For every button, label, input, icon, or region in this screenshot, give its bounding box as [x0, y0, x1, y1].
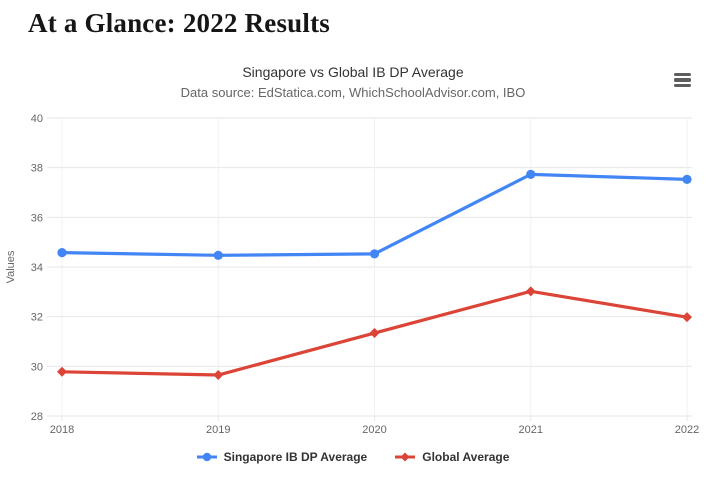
legend-label: Global Average — [422, 450, 510, 464]
hamburger-icon — [673, 78, 691, 82]
legend-marker-diamond-icon — [395, 452, 416, 462]
y-axis-tick-label: 32 — [31, 312, 43, 324]
hamburger-icon — [673, 83, 691, 88]
data-point-diamond[interactable] — [213, 370, 224, 381]
x-axis-tick-label: 2022 — [675, 424, 699, 436]
legend-label: Singapore IB DP Average — [223, 450, 368, 464]
y-axis-tick-label: 40 — [31, 113, 43, 125]
x-axis-tick-label: 2019 — [206, 424, 230, 436]
legend-item[interactable]: Singapore IB DP Average — [196, 450, 368, 464]
page-title: At a Glance: 2022 Results — [28, 8, 330, 38]
chart-context-menu-button[interactable] — [671, 70, 693, 92]
hamburger-icon — [673, 72, 691, 77]
y-axis-title: Values — [5, 250, 17, 283]
y-axis-tick-label: 38 — [31, 163, 43, 175]
legend-marker-circle-icon — [196, 452, 217, 462]
data-point-diamond[interactable] — [682, 312, 692, 323]
x-axis-tick-label: 2020 — [362, 424, 386, 436]
x-axis-tick-label: 2021 — [519, 424, 543, 436]
data-point-diamond[interactable] — [57, 366, 67, 377]
data-point-diamond[interactable] — [369, 328, 380, 339]
chart-subtitle: Data source: EdStatica.com, WhichSchoolA… — [180, 85, 526, 100]
y-axis-tick-label: 28 — [31, 411, 43, 423]
x-axis-tick-label: 2018 — [50, 424, 74, 436]
y-axis-tick-label: 30 — [31, 361, 43, 373]
plot-area: 28 30 32 34 36 38 40 2018 2019 2020 2021 2022 Values — [5, 113, 699, 436]
data-point-diamond[interactable] — [525, 286, 536, 297]
y-axis-tick-label: 34 — [31, 262, 43, 274]
chart-title: Singapore vs Global IB DP Average — [242, 64, 464, 80]
data-point-circle[interactable] — [57, 247, 67, 258]
y-axis-tick-label: 36 — [31, 212, 43, 224]
data-point-circle[interactable] — [369, 249, 380, 259]
data-point-circle[interactable] — [526, 169, 536, 179]
legend-item[interactable]: Global Average — [395, 450, 509, 464]
chart-legend: Singapore IB DP Average Global Average — [0, 448, 706, 466]
data-point-circle[interactable] — [213, 250, 223, 260]
data-point-circle[interactable] — [682, 174, 692, 184]
